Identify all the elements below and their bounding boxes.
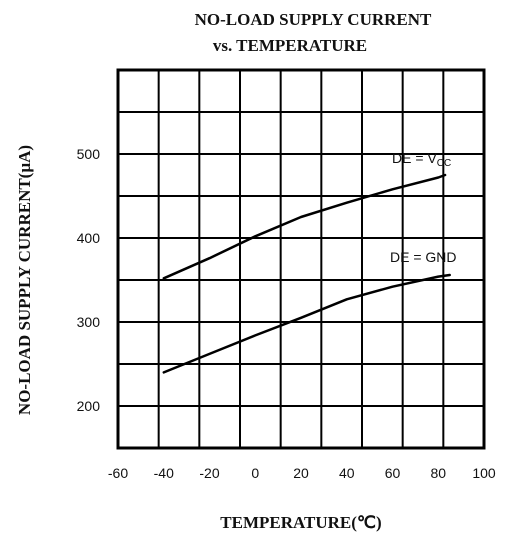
x-tick-label: -40 <box>154 465 174 481</box>
x-axis-label: TEMPERATURE(℃) <box>220 513 381 532</box>
x-tick-label: -60 <box>108 465 128 481</box>
chart-title-line1: NO-LOAD SUPPLY CURRENT <box>195 10 432 29</box>
y-tick-label: 200 <box>77 398 101 414</box>
series-line-vcc <box>162 173 447 280</box>
tick-labels: -60 -40 -20 0 20 40 60 80 100 200 300 400 500 <box>77 146 496 481</box>
x-tick-label: 60 <box>385 465 401 481</box>
x-tick-label: -20 <box>199 465 219 481</box>
series-label-gnd: DE = GND <box>390 249 457 265</box>
x-tick-label: 0 <box>251 465 259 481</box>
y-tick-label: 300 <box>77 314 101 330</box>
y-axis-label: NO-LOAD SUPPLY CURRENT(µA) <box>15 145 34 415</box>
curves <box>162 173 451 374</box>
x-tick-label: 40 <box>339 465 355 481</box>
y-tick-label: 500 <box>77 146 101 162</box>
x-tick-label: 20 <box>293 465 309 481</box>
series-line-gnd <box>162 273 451 374</box>
chart-title-line2: vs. TEMPERATURE <box>213 36 367 55</box>
y-tick-label: 400 <box>77 230 101 246</box>
x-tick-label: 80 <box>430 465 446 481</box>
series-label-vcc: DE = VCC <box>392 150 451 169</box>
x-tick-label: 100 <box>472 465 496 481</box>
plot-frame <box>116 68 486 450</box>
